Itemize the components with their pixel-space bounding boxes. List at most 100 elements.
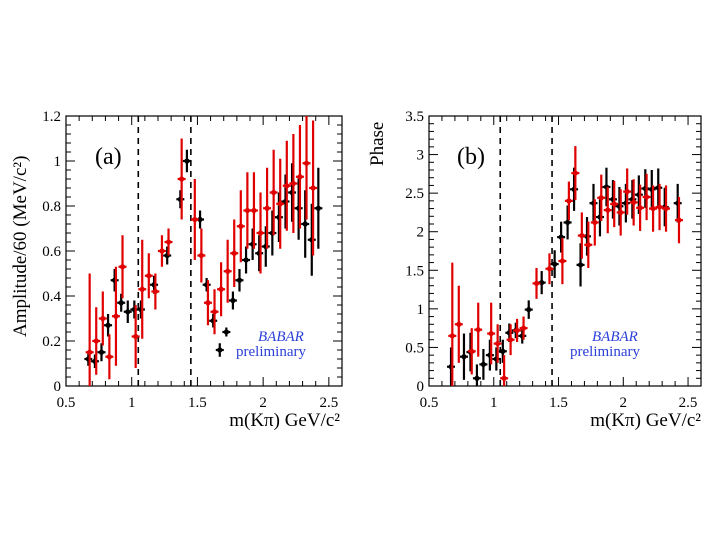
data-point-black: [608, 180, 617, 219]
data-point-red: [269, 149, 278, 236]
y-tick-label: 0.4: [42, 289, 61, 305]
data-point-red: [210, 289, 219, 335]
panel-a-babar-logo: BABAR: [258, 329, 304, 345]
y-tick-label: 0: [417, 379, 425, 395]
data-point-red: [610, 180, 619, 228]
data-point-red: [597, 174, 606, 221]
data-point-black: [104, 314, 113, 337]
data-point-red: [454, 285, 463, 363]
data-point-black: [602, 167, 611, 207]
data-point-red: [217, 262, 226, 317]
x-tick-label: 0.5: [57, 395, 76, 411]
data-point-red: [309, 120, 318, 256]
y-tick-label: 0.5: [405, 340, 424, 356]
panel-b-xlabel: m(Kπ) GeV/c²: [590, 410, 701, 431]
y-tick-label: 0.2: [42, 334, 61, 350]
y-tick-label: 2.5: [405, 186, 424, 202]
data-point-black: [228, 291, 237, 310]
data-point-black: [97, 343, 106, 362]
data-point-red: [295, 125, 304, 229]
data-point-red: [131, 305, 140, 368]
data-point-red: [513, 318, 522, 343]
data-point-red: [249, 172, 258, 249]
data-point-red: [138, 239, 147, 339]
data-point-red: [623, 168, 632, 215]
data-point-red: [584, 221, 593, 268]
x-tick-label: 2: [620, 395, 628, 411]
data-point-red: [655, 183, 664, 231]
data-point-black: [550, 250, 559, 278]
y-tick-label: 2: [417, 225, 425, 241]
data-point-black: [242, 246, 251, 274]
data-point-red: [506, 324, 515, 356]
data-point-black: [117, 293, 126, 312]
data-point-red: [603, 186, 612, 234]
data-point-black: [576, 243, 585, 287]
data-point-black: [182, 149, 191, 173]
data-point-black: [215, 343, 224, 357]
data-point-red: [118, 235, 127, 299]
panel-b-dashed-lines: [499, 116, 553, 386]
x-tick-label: 1.5: [188, 395, 207, 411]
y-tick-label: 3.5: [405, 109, 424, 125]
data-point-black: [447, 347, 456, 386]
data-point-red: [256, 192, 265, 274]
data-point-red: [177, 138, 186, 220]
x-tick-label: 1.5: [549, 395, 568, 411]
y-tick-label: 0.8: [42, 199, 61, 215]
data-point-black: [235, 269, 244, 292]
data-point-red: [564, 181, 573, 221]
data-point-black: [563, 205, 572, 240]
data-point-red: [662, 185, 671, 232]
data-point-red: [230, 219, 239, 287]
panel-a-xlabel: m(Kπ) GeV/c²: [229, 410, 340, 431]
data-point-red: [276, 158, 285, 249]
data-point-black: [202, 278, 211, 292]
data-point-red: [263, 167, 272, 249]
panel-b-ticks: 0.5 1 1.5 2 2.500.511.522.533.5: [405, 109, 702, 411]
x-tick-label: 1: [490, 395, 498, 411]
data-point-red: [519, 316, 528, 340]
data-point-black: [314, 167, 323, 249]
panel-b-label: (b): [457, 144, 485, 170]
data-point-red: [85, 273, 94, 386]
data-point-red: [577, 212, 586, 259]
data-point-black: [90, 354, 99, 368]
data-point-black: [498, 339, 507, 363]
data-point-red: [467, 328, 476, 375]
data-point-red: [203, 280, 212, 326]
data-point-red: [629, 179, 638, 226]
data-point-black: [647, 170, 656, 209]
panel-b-babar-logo: BABAR: [592, 329, 638, 345]
data-point-red: [493, 324, 502, 363]
data-point-black: [209, 314, 218, 328]
data-point-black: [222, 327, 231, 337]
x-tick-label: 1: [128, 395, 136, 411]
data-point-red: [590, 199, 599, 246]
data-point-red: [151, 273, 160, 310]
data-point-black: [294, 176, 303, 240]
data-point-black: [472, 364, 481, 386]
data-point-black: [281, 174, 290, 229]
data-point-black: [654, 168, 663, 208]
data-point-red: [500, 355, 509, 386]
data-point-red: [164, 228, 173, 256]
panel-b-ylabel: Phase: [367, 122, 388, 166]
y-tick-label: 1.2: [42, 109, 61, 125]
data-point-black: [110, 269, 119, 292]
data-point-black: [301, 190, 310, 258]
panel-a-ticks: 0.5 1 1.5 2 2.5 0 0.2 0.4 0.6 0.8 1 1.2: [42, 109, 343, 411]
data-point-red: [197, 228, 206, 283]
panel-a-preliminary-label: preliminary: [236, 344, 306, 360]
y-tick-label: 0.6: [42, 244, 61, 260]
panel-b-data-points: [447, 146, 683, 386]
panel-b-frame: [428, 115, 702, 387]
y-tick-label: 1: [417, 302, 425, 318]
data-point-red: [223, 239, 232, 303]
data-point-black: [673, 183, 682, 223]
data-point-black: [123, 300, 132, 323]
data-point-red: [105, 334, 114, 380]
data-point-black: [163, 246, 172, 265]
data-point-red: [474, 302, 483, 357]
data-point-black: [615, 186, 624, 226]
